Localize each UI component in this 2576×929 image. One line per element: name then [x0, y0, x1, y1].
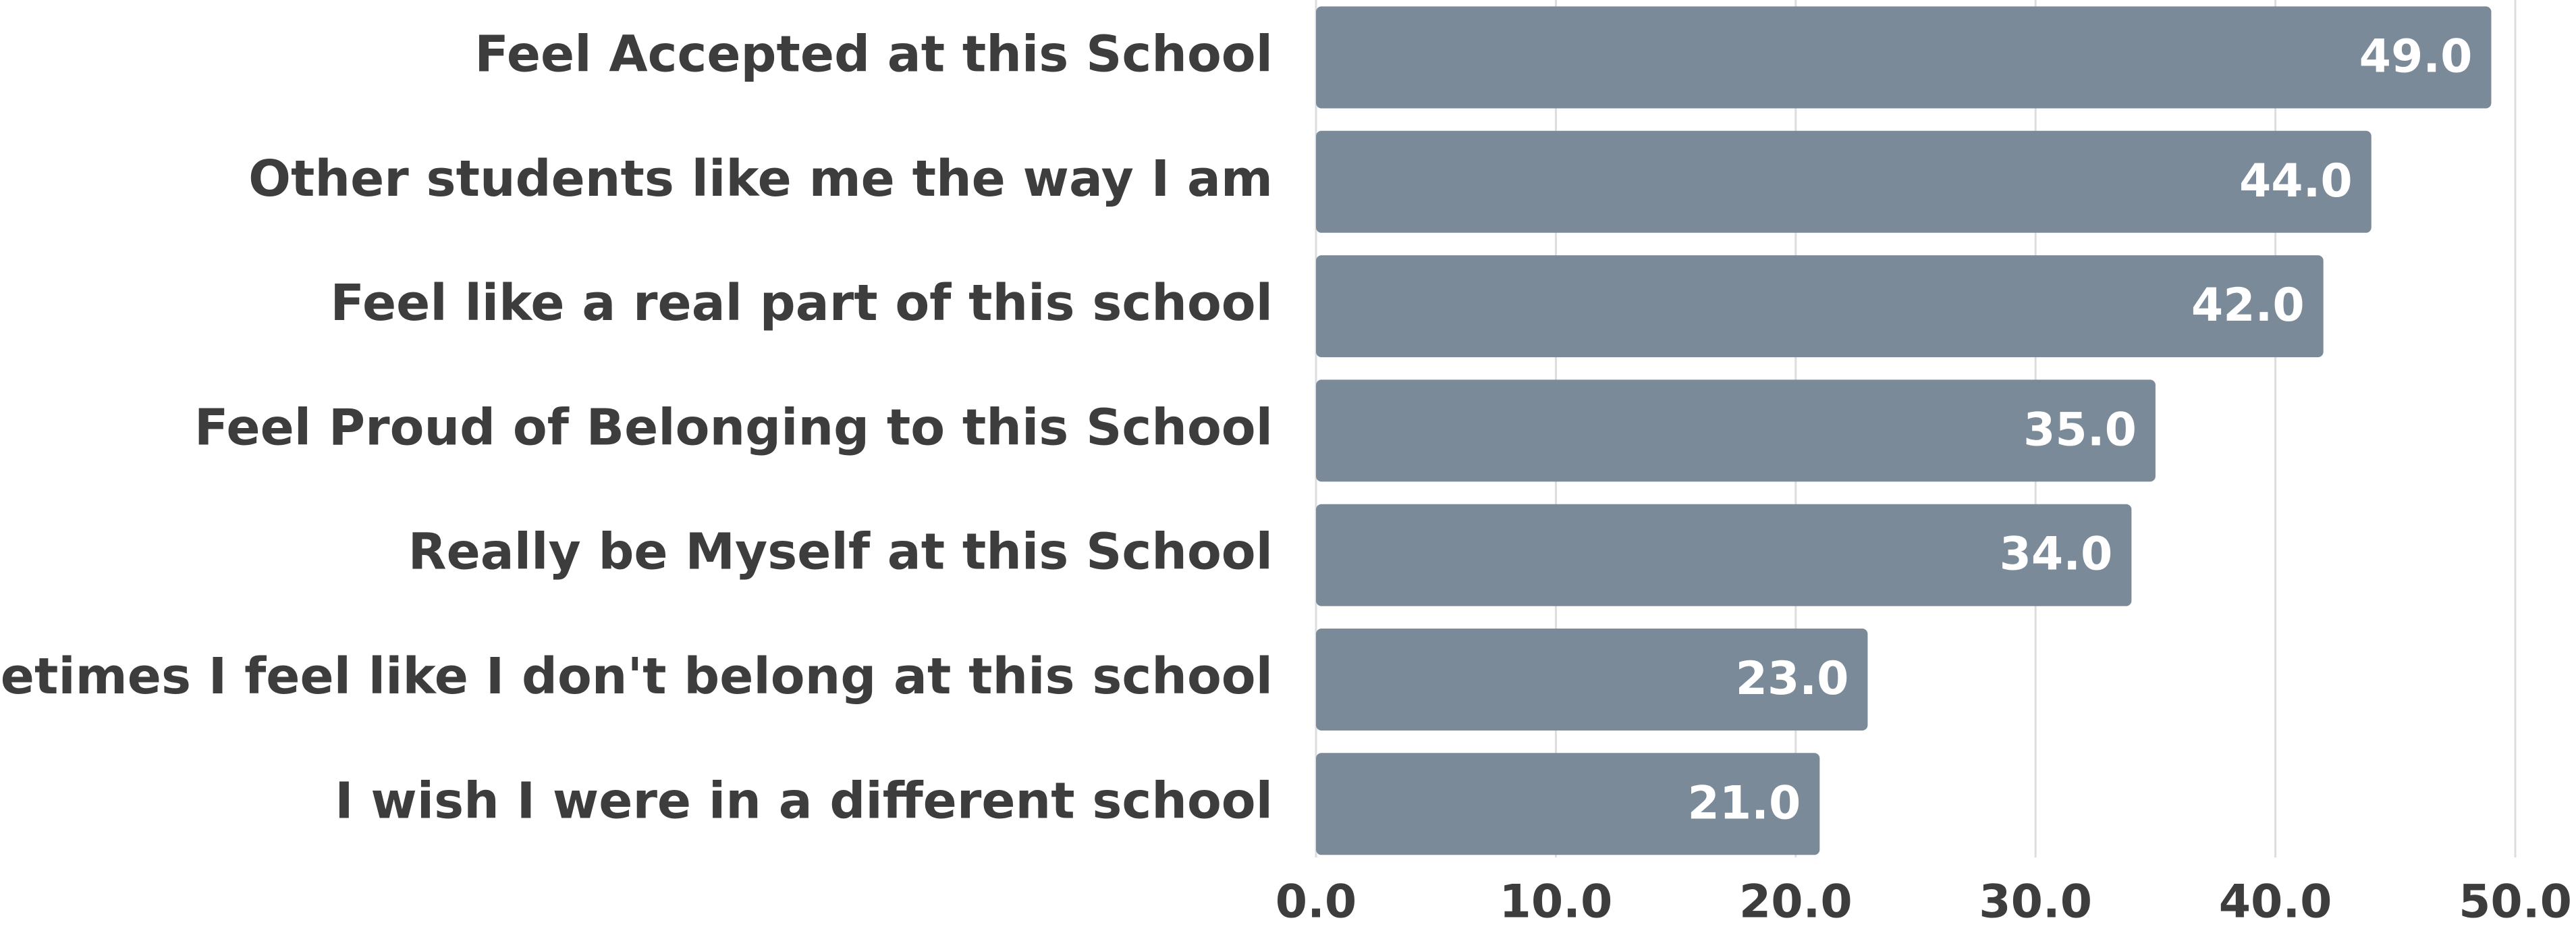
bar	[1316, 504, 2132, 606]
x-tick-label: 20.0	[1739, 876, 1853, 926]
bar	[1316, 629, 1868, 731]
x-tick-label: 30.0	[1979, 876, 2092, 926]
category-label: Sometimes I feel like I don't belong at …	[0, 647, 1273, 706]
category-label: Feel Accepted at this School	[474, 26, 1273, 84]
x-tick-label: 10.0	[1500, 876, 1613, 926]
value-label: 35.0	[2023, 403, 2137, 456]
x-tick-label: 40.0	[2219, 876, 2332, 926]
category-label: Feel like a real part of this school	[330, 274, 1273, 332]
bar	[1316, 255, 2324, 358]
value-label: 49.0	[2359, 30, 2473, 84]
bar	[1316, 753, 1820, 855]
x-tick-label: 50.0	[2459, 876, 2572, 926]
category-label: Other students like me the way I am	[248, 150, 1273, 208]
bar	[1316, 130, 2372, 233]
category-label: Really be Myself at this School	[408, 523, 1273, 581]
value-label: 44.0	[2239, 155, 2353, 208]
value-label: 42.0	[2191, 279, 2305, 332]
category-label: I wish I were in a different school	[335, 772, 1273, 830]
bar	[1316, 6, 2492, 109]
x-tick-label: 0.0	[1276, 876, 1356, 926]
category-label: Feel Proud of Belonging to this School	[194, 398, 1273, 456]
value-label: 23.0	[1736, 652, 1849, 706]
bar	[1316, 379, 2156, 482]
value-label: 21.0	[1688, 776, 1801, 830]
value-label: 34.0	[2000, 528, 2113, 581]
